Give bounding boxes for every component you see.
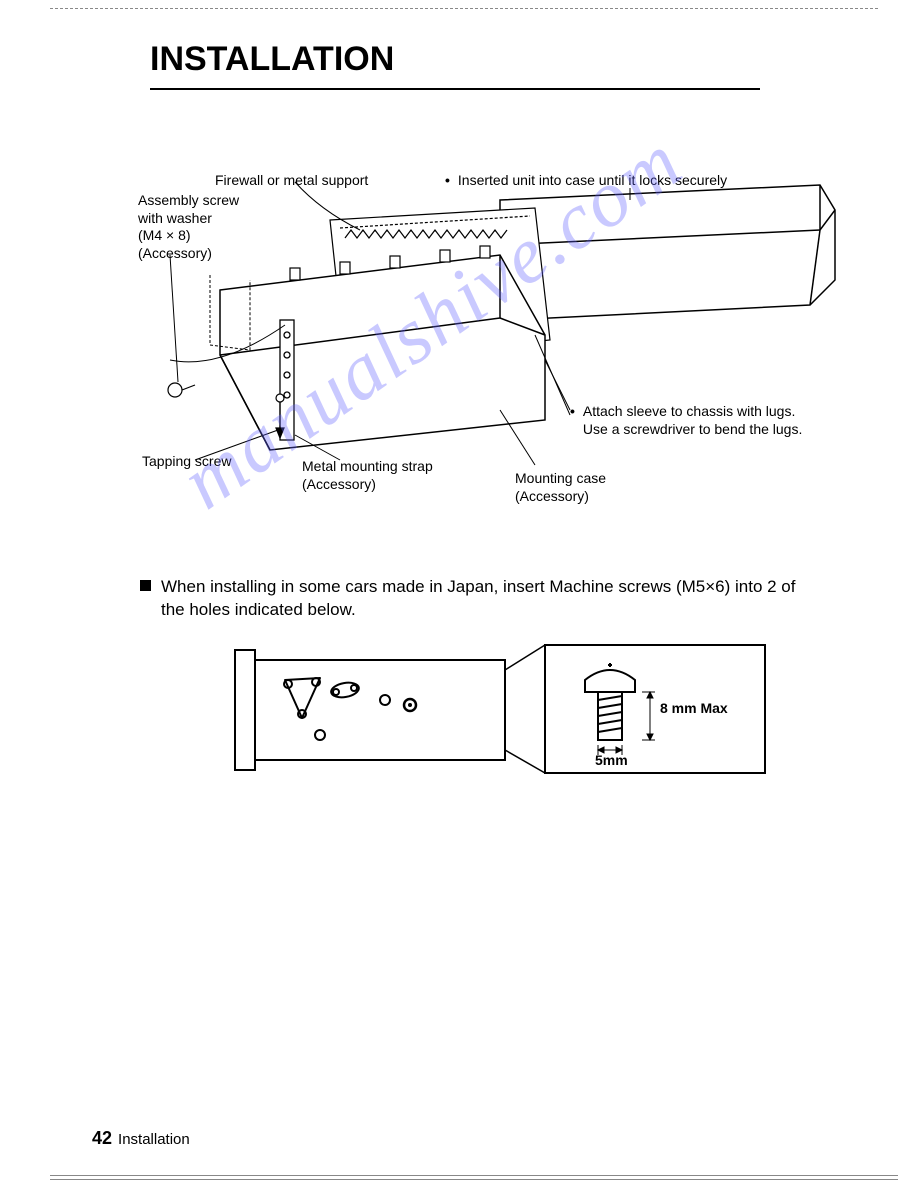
manual-page: INSTALLATION bbox=[0, 0, 918, 1188]
label-case-l2: (Accessory) bbox=[515, 488, 606, 506]
square-bullet-icon bbox=[140, 580, 151, 591]
bottom-rule-2 bbox=[50, 1179, 898, 1180]
label-assembly: Assembly screw with washer (M4 × 8) (Acc… bbox=[138, 192, 239, 262]
label-assembly-l2: with washer bbox=[138, 210, 239, 228]
label-strap: Metal mounting strap (Accessory) bbox=[302, 458, 433, 493]
label-strap-l1: Metal mounting strap bbox=[302, 458, 433, 476]
label-inserted: •Inserted unit into case until it locks … bbox=[445, 172, 727, 190]
page-title: INSTALLATION bbox=[150, 40, 394, 79]
label-attach: • Attach sleeve to chassis with lugs. Us… bbox=[570, 403, 802, 438]
label-assembly-l1: Assembly screw bbox=[138, 192, 239, 210]
footer-page-number: 42 bbox=[92, 1128, 112, 1148]
installation-diagram: Firewall or metal support •Inserted unit… bbox=[140, 160, 840, 520]
label-8mm-max: 8 mm Max bbox=[660, 700, 728, 718]
label-attach-l2: Use a screwdriver to bend the lugs. bbox=[583, 421, 802, 439]
installation-svg bbox=[140, 160, 840, 520]
screw-dimension-diagram: 8 mm Max 5mm bbox=[230, 640, 780, 780]
label-inserted-text: Inserted unit into case until it locks s… bbox=[458, 172, 727, 188]
note-line2: the holes indicated below. bbox=[161, 600, 356, 619]
label-assembly-l4: (Accessory) bbox=[138, 245, 239, 263]
bottom-rule-1 bbox=[50, 1175, 898, 1176]
label-attach-l1: Attach sleeve to chassis with lugs. bbox=[583, 403, 802, 421]
label-tapping: Tapping screw bbox=[142, 453, 232, 471]
label-assembly-l3: (M4 × 8) bbox=[138, 227, 239, 245]
footer-label: Installation bbox=[118, 1131, 190, 1148]
label-5mm: 5mm bbox=[595, 752, 628, 770]
label-firewall: Firewall or metal support bbox=[215, 172, 368, 190]
title-underline bbox=[150, 88, 760, 90]
label-strap-l2: (Accessory) bbox=[302, 476, 433, 494]
top-border-dashes bbox=[50, 8, 878, 9]
label-case-l1: Mounting case bbox=[515, 470, 606, 488]
note-paragraph: When installing in some cars made in Jap… bbox=[140, 576, 860, 622]
label-case: Mounting case (Accessory) bbox=[515, 470, 606, 505]
page-footer: 42 Installation bbox=[92, 1128, 190, 1149]
note-line1: When installing in some cars made in Jap… bbox=[161, 577, 795, 596]
